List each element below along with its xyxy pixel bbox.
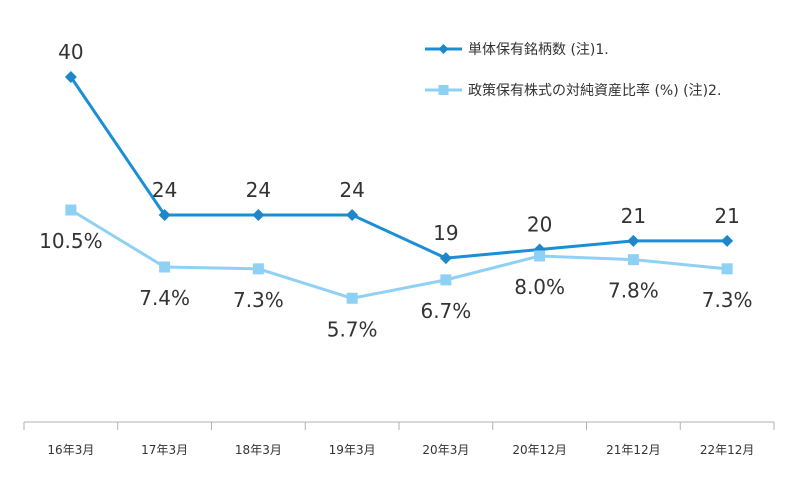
series-2-point [440, 274, 452, 286]
x-tick-label: 16年3月 [47, 443, 94, 457]
legend-label: 単体保有銘柄数 (注)1. [468, 42, 609, 58]
x-tick-label: 20年3月 [422, 443, 469, 457]
series-1-data-label: 40 [58, 40, 83, 64]
series-1-data-label: 19 [433, 221, 458, 245]
x-axis: 16年3月 17年3月 18年3月 19年3月 20年3月 20年12月 21年12月 22年… [23, 421, 775, 457]
series-2-point [252, 263, 264, 275]
x-tick-label: 21年12月 [606, 443, 661, 457]
series-2-point [159, 261, 171, 273]
legend-marker-square [438, 85, 449, 95]
series-2-point [534, 250, 546, 262]
series-1-point [627, 234, 640, 247]
series-2-data-label: 7.3% [702, 288, 753, 312]
series-2-data-label: 5.7% [327, 317, 378, 341]
series-2-point [721, 263, 733, 275]
series-1-point [158, 209, 171, 221]
series-1-point [439, 252, 452, 265]
x-tick-label: 18年3月 [235, 443, 282, 457]
series-2-data-label: 7.3% [233, 288, 284, 312]
x-tick-label: 19年3月 [329, 443, 376, 457]
series-line-1 [69, 76, 728, 260]
series-1-point [64, 71, 77, 83]
series-2-data-label: 7.8% [608, 279, 659, 303]
series-1-data-label: 24 [152, 178, 177, 202]
x-tick-label: 17年3月 [141, 443, 188, 457]
series-line-2 [70, 208, 728, 300]
series-1-data-label: 21 [621, 204, 646, 228]
series-1-point [346, 209, 359, 221]
series-1-point [252, 209, 265, 221]
series-2-point [65, 204, 77, 216]
series-2-point [346, 292, 358, 304]
legend: 単体保有銘柄数 (注)1. 政策保有株式の対純資産比率 (%) (注)2. [425, 42, 721, 99]
series-1-data-label: 20 [527, 213, 552, 237]
x-tick-label: 22年12月 [700, 443, 755, 457]
series-2-data-label: 6.7% [420, 299, 471, 323]
series-layer [64, 71, 734, 304]
legend-marker-diamond [438, 44, 449, 54]
data-labels: 40 24 24 24 19 20 21 21 10.5% 7.4% 7.3% 5.7% 6.7% 8.0… [39, 40, 752, 341]
x-tick-label: 20年12月 [512, 443, 567, 457]
series-1-point [721, 234, 734, 247]
series-1-data-label: 24 [246, 178, 271, 202]
series-2-data-label: 8.0% [514, 275, 565, 299]
series-2-point [627, 254, 639, 266]
series-1-data-label: 24 [339, 178, 364, 202]
legend-label: 政策保有株式の対純資産比率 (%) (注)2. [468, 82, 721, 99]
series-1-data-label: 21 [714, 204, 739, 228]
series-2-data-label: 7.4% [139, 286, 190, 310]
series-2-data-label: 10.5% [39, 229, 103, 253]
